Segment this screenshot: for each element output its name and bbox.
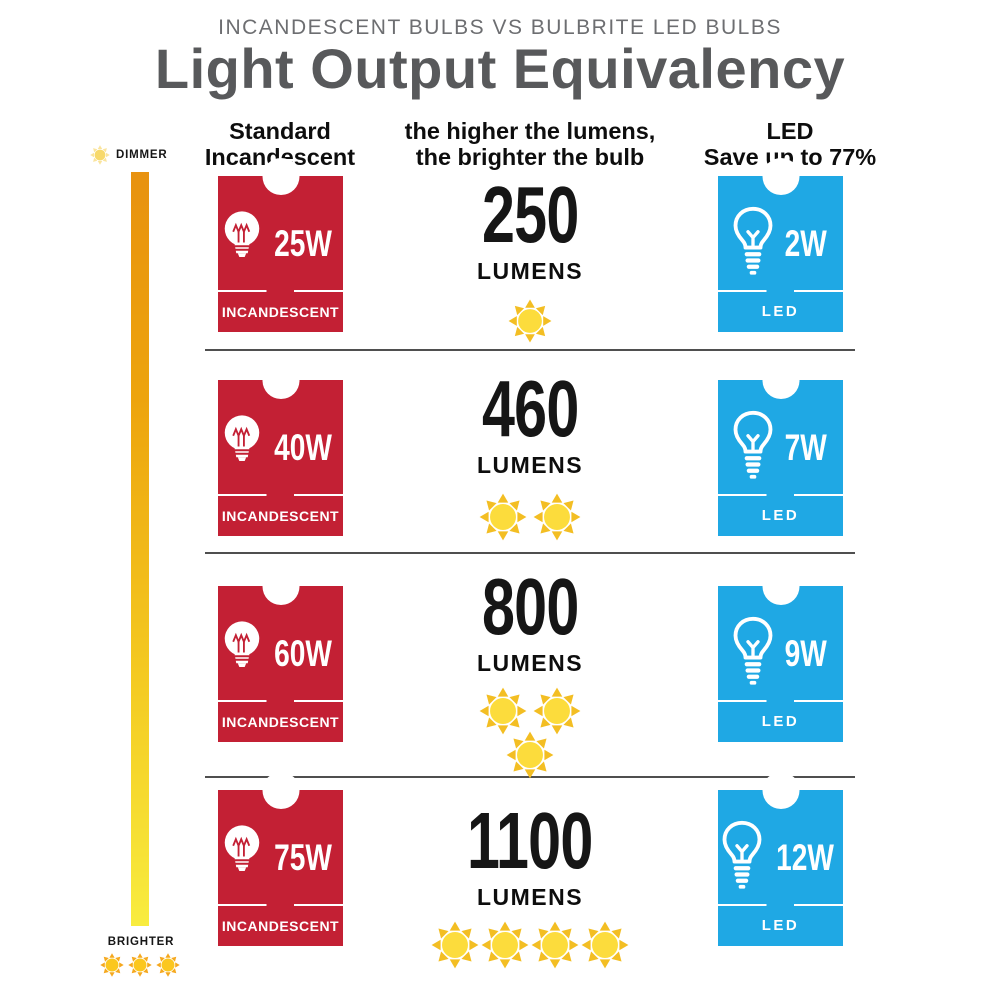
card-notch: [762, 158, 799, 195]
card-label: LED: [761, 917, 800, 934]
card-separator: [718, 289, 843, 292]
lumens-label: LUMENS: [476, 257, 584, 284]
incandescent-wattage: 40W: [274, 427, 333, 468]
led-bulb-icon: [728, 204, 778, 282]
page-title: Light Output Equivalency: [154, 37, 846, 100]
sun-icon: [481, 921, 529, 969]
card-label: LED: [761, 303, 800, 320]
card-notch: [262, 772, 299, 809]
card-separator: [218, 699, 343, 702]
column-header-lumens: the higher the lumens, the brighter the …: [385, 118, 675, 171]
brightness-suns: [508, 299, 552, 343]
incandescent-bulb-icon: [219, 208, 265, 280]
incandescent-wattage: 75W: [274, 837, 333, 878]
kicker-text: INCANDESCENT BULBS VS BULBRITE LED BULBS: [218, 16, 782, 39]
column-header-line: LED: [766, 118, 814, 144]
led-wattage: 9W: [784, 633, 827, 674]
led-wattage: 7W: [784, 427, 827, 468]
card-notch: [262, 362, 299, 399]
column-header-line: Standard: [229, 118, 331, 144]
card-label: INCANDESCENT: [221, 714, 340, 730]
sun-icon: [531, 921, 579, 969]
lumens-value: 460: [481, 364, 579, 453]
incandescent-bulb-icon: [219, 412, 265, 484]
lumens-label: LUMENS: [476, 649, 584, 676]
card-separator: [218, 289, 343, 292]
card-separator: [718, 903, 843, 906]
card-label: LED: [761, 713, 800, 730]
brightness-suns: [479, 493, 581, 541]
sun-icon: [156, 953, 180, 977]
card-separator: [218, 903, 343, 906]
card-separator: [218, 493, 343, 496]
incandescent-card: 40W INCANDESCENT: [218, 362, 343, 536]
incandescent-card: 75W INCANDESCENT: [218, 772, 343, 946]
lumens-value: 1100: [467, 796, 593, 885]
sun-icon: [508, 299, 552, 343]
led-card: 12W LED: [717, 772, 843, 946]
sun-icon: [479, 687, 527, 735]
incandescent-wattage: 60W: [274, 633, 333, 674]
column-header-line: the brighter the bulb: [415, 144, 645, 171]
incandescent-card: 25W INCANDESCENT: [218, 158, 343, 332]
led-card: 9W LED: [718, 568, 843, 742]
card-notch: [262, 158, 299, 195]
led-card: 2W LED: [718, 158, 843, 332]
lumens-block: 800 LUMENS: [420, 562, 640, 779]
sun-icon: [581, 921, 629, 969]
card-notch: [262, 568, 299, 605]
row-divider: [205, 349, 855, 351]
incandescent-card: 60W INCANDESCENT: [218, 568, 343, 742]
sun-icon: [128, 953, 152, 977]
lumens-label: LUMENS: [476, 451, 584, 478]
sun-icon: [100, 953, 124, 977]
lumens-block: 460 LUMENS: [420, 364, 640, 541]
sun-icon: [479, 493, 527, 541]
brightness-gradient-bar: [131, 172, 149, 926]
led-bulb-icon: [728, 614, 778, 692]
lumens-label: LUMENS: [476, 883, 584, 910]
sun-icon: [533, 493, 581, 541]
incandescent-bulb-icon: [219, 822, 265, 894]
lumens-block: 250 LUMENS: [420, 170, 640, 343]
row-divider: [205, 552, 855, 554]
card-notch: [762, 772, 799, 809]
lumens-block: 1100 LUMENS: [420, 796, 640, 969]
card-label: LED: [761, 507, 800, 524]
sun-icon: [533, 687, 581, 735]
card-separator: [718, 699, 843, 702]
card-notch: [762, 568, 799, 605]
card-label: INCANDESCENT: [221, 508, 340, 524]
dimmer-indicator: DIMMER: [90, 145, 167, 165]
brightness-suns: [431, 921, 629, 969]
brighter-label: BRIGHTER: [107, 936, 175, 948]
led-card: 7W LED: [718, 362, 843, 536]
incandescent-bulb-icon: [219, 618, 265, 690]
sun-icon: [506, 731, 554, 779]
brightness-suns: [479, 687, 581, 779]
sun-icon: [431, 921, 479, 969]
dimmer-label: DIMMER: [116, 149, 168, 161]
card-label: INCANDESCENT: [221, 304, 340, 320]
card-label: INCANDESCENT: [221, 918, 340, 934]
column-header-line: the higher the lumens,: [404, 118, 656, 144]
lumens-value: 800: [481, 562, 579, 651]
incandescent-wattage: 25W: [274, 223, 333, 264]
card-separator: [718, 493, 843, 496]
sun-icon: [90, 145, 110, 165]
led-wattage: 12W: [776, 837, 835, 878]
led-bulb-icon: [717, 818, 767, 896]
lumens-value: 250: [481, 170, 579, 259]
led-bulb-icon: [728, 408, 778, 486]
brighter-indicator: [100, 953, 180, 977]
led-wattage: 2W: [784, 223, 827, 264]
card-notch: [762, 362, 799, 399]
